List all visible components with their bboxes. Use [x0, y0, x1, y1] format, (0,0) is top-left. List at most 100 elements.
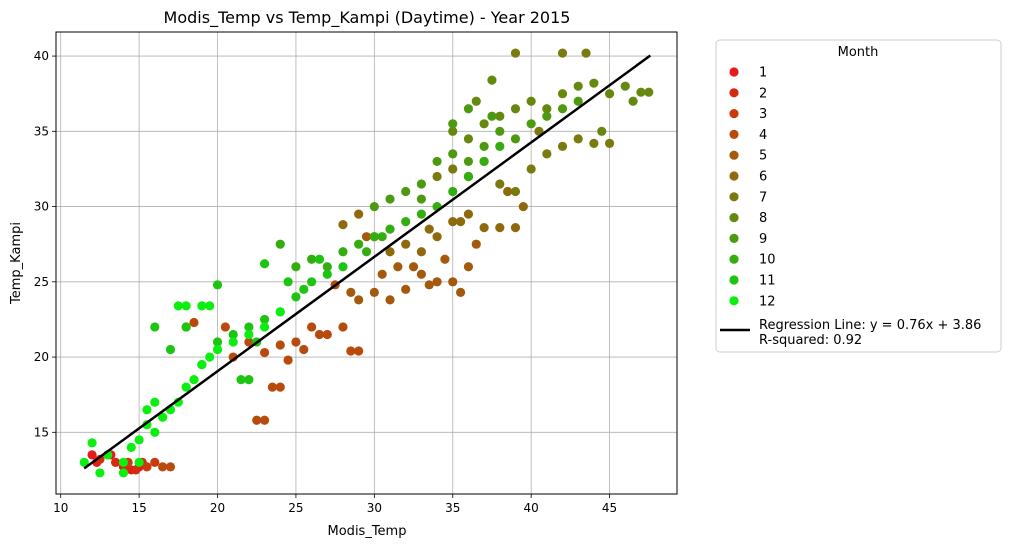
legend-marker-month-6: [729, 171, 739, 181]
data-point-month-12: [205, 301, 215, 311]
legend-label-month-4: 4: [759, 128, 767, 143]
data-point-month-3: [150, 457, 160, 467]
data-point-month-2: [131, 465, 141, 475]
data-point-month-12: [95, 468, 105, 478]
data-point-month-4: [244, 337, 254, 347]
data-point-month-10: [377, 232, 387, 242]
legend-marker-month-7: [729, 192, 739, 202]
data-point-month-11: [259, 314, 270, 325]
data-point-month-10: [385, 224, 395, 234]
data-point-month-12: [126, 442, 136, 452]
data-point-month-6: [416, 247, 426, 257]
data-point-month-10: [495, 141, 505, 151]
legend-label-month-5: 5: [759, 149, 767, 164]
data-point-month-5: [361, 232, 372, 242]
y-tick-label: 30: [34, 200, 49, 214]
x-tick-label: 30: [367, 501, 382, 515]
data-point-month-4: [314, 329, 325, 340]
data-point-month-7: [604, 138, 615, 148]
data-point-month-8: [495, 111, 505, 121]
data-point-month-4: [165, 462, 176, 472]
data-point-month-9: [510, 134, 521, 144]
data-point-month-12: [212, 344, 223, 355]
grid-lines: [56, 32, 677, 494]
data-point-month-8: [620, 81, 630, 91]
data-point-month-5: [424, 280, 434, 290]
data-point-month-7: [573, 134, 583, 144]
legend-regression-line-1: Regression Line: y = 0.76x + 3.86: [759, 318, 981, 333]
legend-title: Month: [838, 45, 879, 60]
legend-label-month-9: 9: [759, 232, 767, 247]
data-point-month-12: [134, 457, 144, 467]
legend-label-month-8: 8: [759, 211, 767, 226]
regression-line: [83, 54, 652, 470]
data-point-month-6: [424, 224, 434, 234]
data-point-month-5: [393, 262, 403, 272]
data-point-month-12: [87, 438, 97, 448]
data-point-month-9: [557, 104, 568, 114]
data-point-month-6: [495, 223, 505, 233]
data-point-month-5: [408, 262, 419, 272]
data-point-month-7: [526, 164, 536, 174]
data-point-month-6: [401, 239, 411, 249]
legend-label-month-12: 12: [759, 294, 776, 309]
data-point-month-6: [338, 220, 348, 230]
x-tick-label: 15: [131, 501, 146, 515]
data-point-month-7: [432, 171, 442, 182]
data-point-month-4: [283, 355, 293, 365]
data-point-month-6: [385, 247, 395, 257]
data-point-month-8: [510, 104, 521, 114]
data-point-month-9: [526, 119, 536, 129]
data-point-month-10: [479, 156, 489, 167]
data-point-month-10: [291, 262, 301, 272]
data-point-month-4: [291, 337, 301, 347]
data-point-month-4: [220, 322, 230, 332]
data-point-month-4: [259, 347, 270, 358]
legend-marker-month-12: [729, 296, 739, 306]
data-point-month-12: [134, 435, 144, 445]
legend-regression-label: Regression Line: y = 0.76x + 3.86 R-squar…: [759, 318, 981, 348]
data-point-month-2: [110, 457, 121, 467]
data-point-month-10: [416, 209, 426, 219]
data-point-month-12: [150, 427, 160, 437]
data-point-month-5: [385, 295, 395, 305]
data-point-month-12: [259, 322, 270, 332]
data-point-month-6: [432, 232, 442, 242]
legend-marker-month-4: [729, 129, 739, 139]
legend-regression-line-2: R-squared: 0.92: [759, 333, 862, 348]
data-point-month-9: [542, 111, 552, 121]
legend-marker-month-5: [729, 150, 739, 160]
data-point-month-8: [636, 87, 646, 97]
data-point-month-12: [197, 301, 207, 311]
data-point-month-9: [463, 104, 474, 114]
data-point-month-10: [463, 171, 474, 182]
data-point-month-8: [628, 96, 638, 106]
data-point-month-10: [338, 247, 348, 257]
data-point-month-4: [259, 415, 270, 425]
data-point-month-9: [369, 201, 379, 212]
data-point-month-10: [401, 217, 411, 227]
data-point-month-9: [448, 119, 458, 129]
legend-label-month-2: 2: [759, 86, 767, 101]
data-point-month-1: [87, 450, 97, 460]
x-axis-label: Modis_Temp: [328, 524, 407, 539]
data-point-month-11: [291, 292, 301, 302]
data-point-month-8: [471, 96, 481, 106]
data-point-month-12: [181, 382, 191, 392]
data-point-month-11: [299, 284, 309, 294]
y-axis-ticks: 15 20 25 30 35 40: [34, 49, 56, 439]
data-point-month-8: [644, 87, 654, 97]
legend-label-month-6: 6: [759, 170, 767, 185]
data-point-month-11: [150, 322, 160, 332]
data-point-month-3: [142, 462, 152, 472]
data-point-month-12: [118, 468, 129, 478]
data-point-month-12: [173, 397, 183, 407]
data-point-month-7: [510, 48, 521, 58]
data-point-month-11: [322, 269, 332, 279]
data-point-month-9: [448, 149, 458, 159]
data-point-month-4: [267, 382, 278, 392]
data-point-month-7: [581, 48, 591, 58]
data-point-month-9: [495, 126, 505, 136]
data-point-month-10: [307, 254, 317, 264]
